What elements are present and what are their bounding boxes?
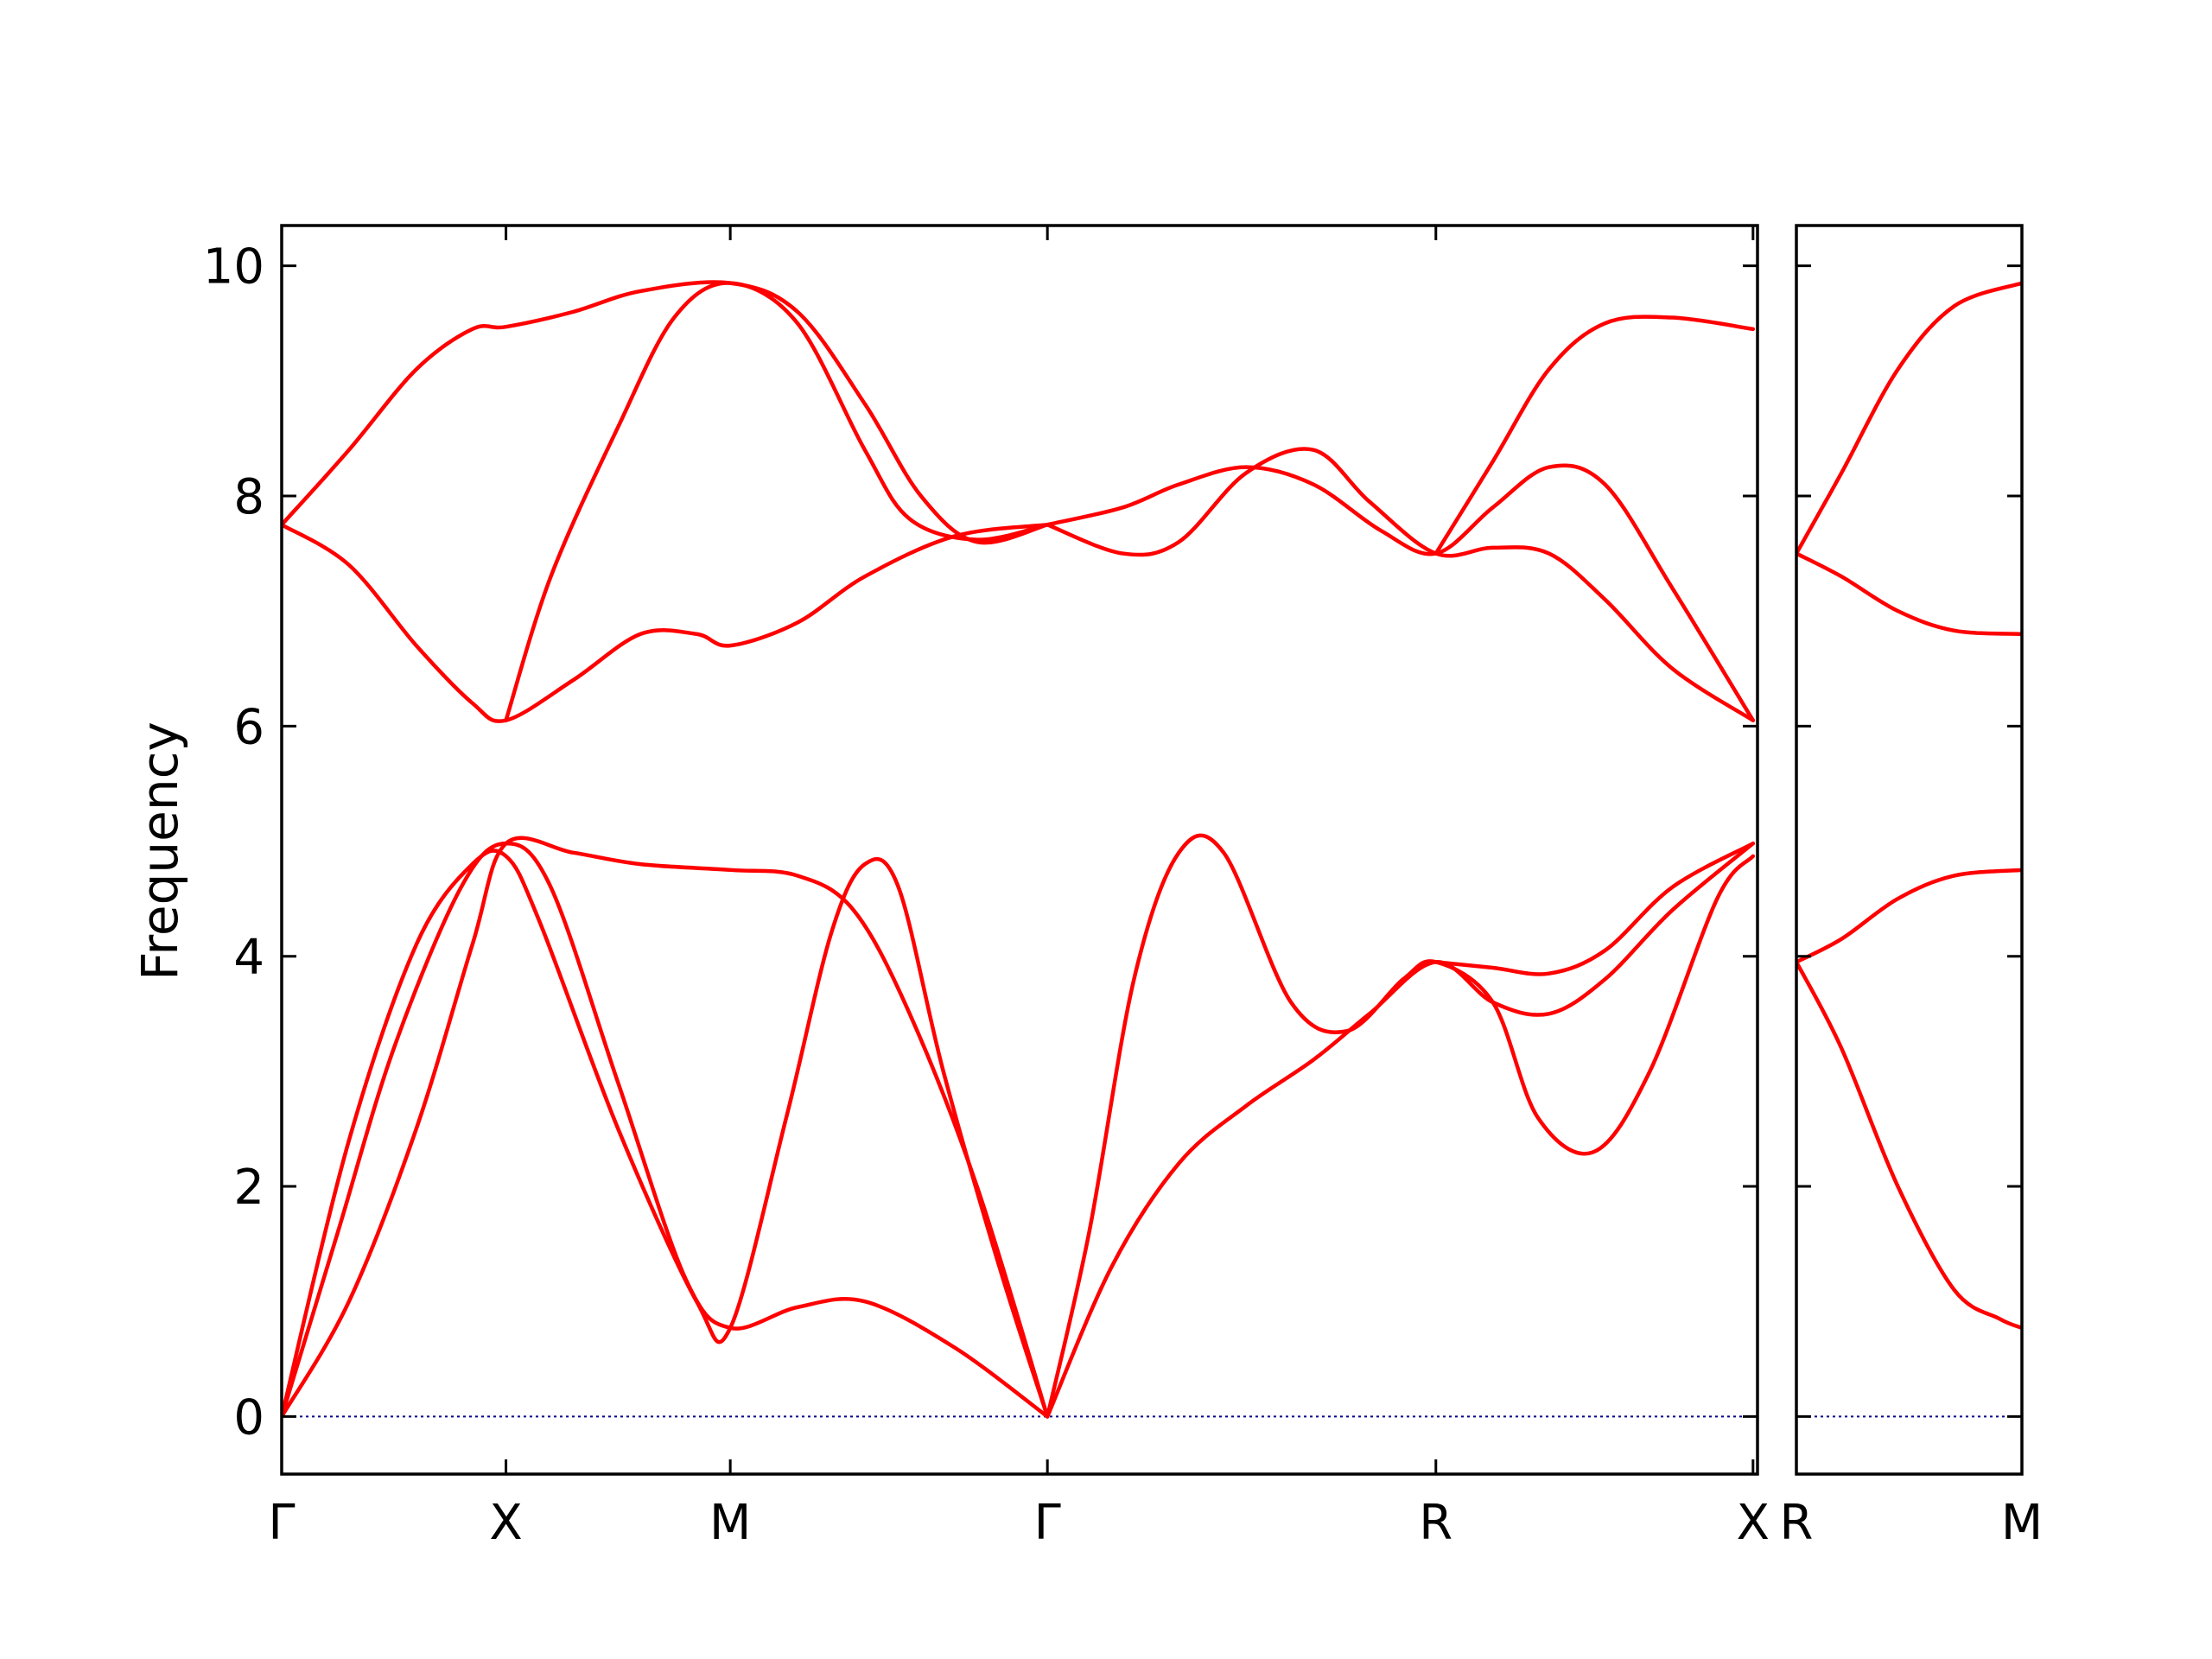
y-tick-label: 6 [233, 699, 264, 755]
x-tick-label: M [709, 1495, 751, 1551]
y-tick-label: 8 [233, 469, 264, 525]
band-line-5 [1045, 841, 1756, 1419]
band-line-2 [1796, 868, 2022, 964]
band-line-2 [282, 841, 1050, 1419]
x-tick-label: Γ [1034, 1495, 1061, 1551]
x-tick-label: R [1419, 1495, 1452, 1551]
band-group [282, 280, 1756, 1419]
band-line-6 [1433, 841, 1756, 976]
axes-frame [280, 224, 1759, 1476]
y-tick-label: 4 [233, 930, 264, 986]
band-line-9 [504, 281, 1050, 722]
panel-main: 0 2 4 6 8 10 Γ X M Γ R X [203, 224, 1770, 1551]
y-axis-label: Frequency [130, 721, 189, 981]
band-line-1 [282, 849, 1050, 1419]
axes-frame [1795, 224, 2024, 1476]
band-line-3 [282, 836, 1050, 1419]
band-line-11 [1045, 463, 1756, 722]
band-line-12 [1433, 315, 1756, 556]
x-tick-label: X [489, 1495, 522, 1551]
band-line-4 [1796, 281, 2022, 556]
x-tick-label: Γ [268, 1495, 295, 1551]
x-tick-label: X [1737, 1495, 1770, 1551]
x-tick-label: R [1780, 1495, 1814, 1551]
y-tick-label: 0 [233, 1389, 264, 1446]
band-group [1796, 281, 2022, 1331]
band-line-1 [1796, 960, 2022, 1331]
y-tick-label: 2 [233, 1160, 264, 1216]
band-line-7 [282, 523, 1050, 723]
band-line-10 [1045, 447, 1756, 722]
y-tick-label: 10 [203, 239, 264, 296]
band-line-4 [1045, 833, 1756, 1419]
x-tick-label: M [2001, 1495, 2043, 1551]
band-line-8 [282, 280, 1050, 545]
band-line-3 [1796, 551, 2022, 637]
